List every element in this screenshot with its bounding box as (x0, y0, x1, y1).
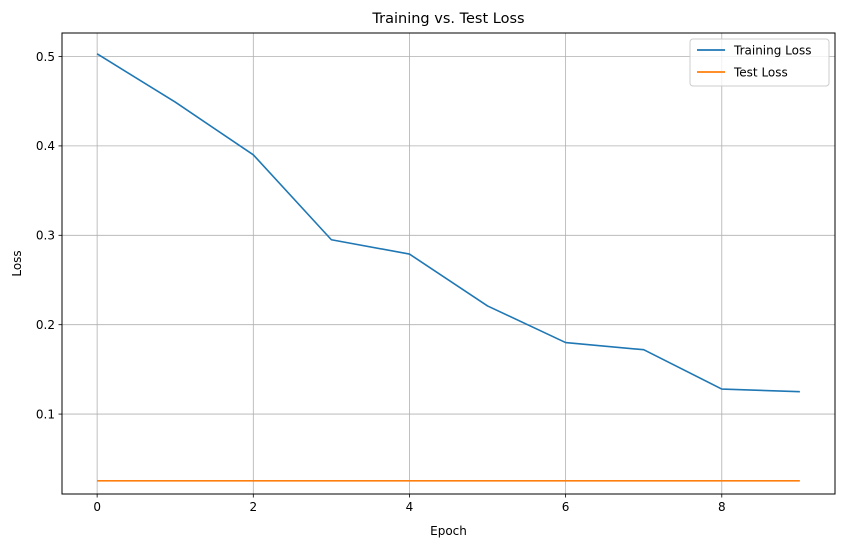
y-tick-label: 0.4 (36, 139, 55, 153)
legend-label-training-loss: Training Loss (733, 44, 811, 58)
x-tick-label: 8 (718, 500, 726, 514)
y-axis-label: Loss (10, 250, 24, 276)
x-tick-label: 4 (406, 500, 414, 514)
y-tick-label: 0.2 (36, 318, 55, 332)
x-tick-label: 6 (562, 500, 570, 514)
chart-title: Training vs. Test Loss (371, 11, 524, 27)
legend-label-test-loss: Test Loss (733, 66, 788, 80)
series-line-training-loss (96, 53, 800, 393)
series-layer (96, 53, 800, 482)
tick-layer: 0 2 4 6 8 0.1 0.2 0.3 0.4 0.5 (36, 50, 726, 514)
legend: Training Loss Test Loss (689, 38, 830, 87)
y-tick-label: 0.5 (36, 50, 55, 64)
y-tick-label: 0.1 (36, 407, 55, 421)
grid-layer (62, 33, 835, 494)
x-axis-label: Epoch (430, 524, 467, 538)
x-tick-label: 0 (93, 500, 101, 514)
x-tick-label: 2 (249, 500, 257, 514)
plot-frame (61, 32, 836, 495)
y-tick-label: 0.3 (36, 229, 55, 243)
